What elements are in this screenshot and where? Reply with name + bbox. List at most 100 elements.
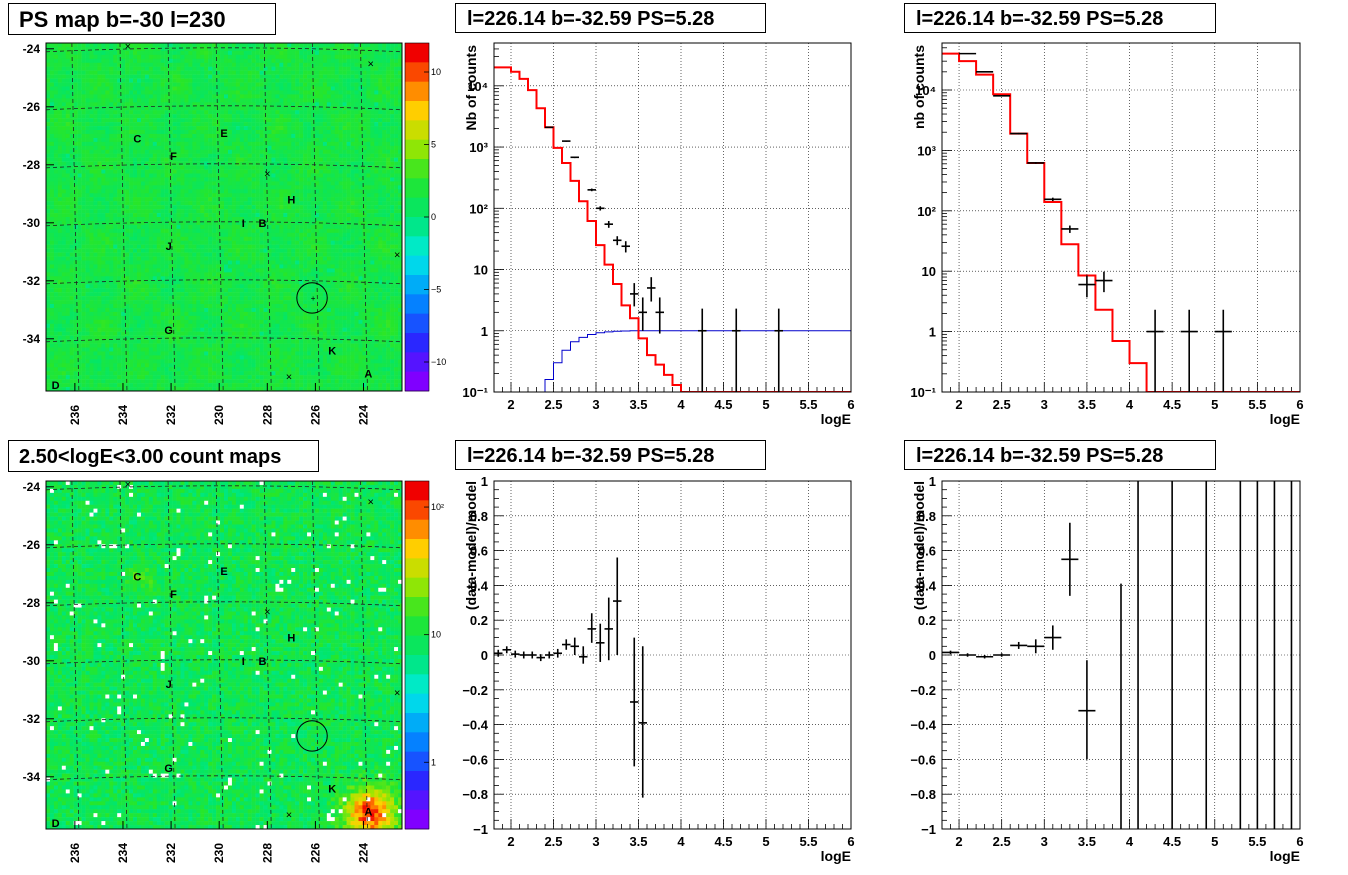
map-pixel: [386, 74, 391, 79]
map-pixel: [65, 201, 70, 206]
map-pixel: [152, 94, 158, 99]
map-pixel: [101, 70, 106, 75]
map-pixel: [247, 213, 252, 218]
map-pixel: [263, 169, 268, 174]
map-pixel: [65, 153, 70, 158]
map-pixel: [61, 133, 67, 139]
map-pixel: [291, 153, 296, 158]
map-pixel: [144, 209, 150, 214]
map-pixel: [390, 43, 395, 48]
map-pixel: [326, 193, 332, 198]
map-pixel: [299, 50, 304, 56]
map-pixel: [77, 133, 82, 139]
map-pixel: [299, 201, 304, 206]
map-pixel: [382, 165, 387, 170]
map-pixel: [180, 153, 185, 158]
map-pixel: [350, 169, 355, 174]
map-pixel: [235, 54, 241, 60]
map-pixel: [398, 220, 403, 226]
map-pixel: [61, 197, 67, 202]
map-pixel: [105, 260, 110, 265]
map-pixel: [144, 260, 150, 265]
map-pixel: [366, 209, 371, 214]
map-pixel: [259, 133, 264, 139]
map-pixel: [164, 114, 169, 119]
map-pixel: [239, 43, 245, 48]
map-pixel: [89, 217, 94, 222]
map-pixel: [81, 213, 86, 218]
map-pixel: [53, 58, 59, 64]
map-pixel: [350, 46, 355, 52]
map-pixel: [192, 153, 197, 158]
map-pixel: [307, 228, 312, 234]
map-pixel: [113, 153, 118, 158]
map-pixel: [160, 165, 165, 170]
map-pixel: [117, 236, 122, 241]
map-pixel: [85, 217, 90, 222]
map-pixel: [156, 161, 161, 166]
map-pixel: [271, 236, 276, 241]
map-pixel: [85, 205, 90, 210]
map-pixel: [251, 153, 256, 158]
map-pixel: [89, 185, 94, 190]
map-pixel: [77, 106, 82, 111]
map-pixel: [129, 177, 134, 182]
map-pixel: [366, 256, 371, 261]
map-pixel: [295, 157, 300, 162]
map-pixel: [180, 110, 185, 115]
map-pixel: [196, 43, 201, 48]
map-pixel: [299, 78, 304, 83]
map-pixel: [247, 66, 252, 71]
map-pixel: [133, 157, 138, 162]
map-pixel: [394, 217, 399, 222]
map-pixel: [350, 86, 355, 91]
map-pixel: [168, 94, 173, 99]
map-pixel: [299, 94, 304, 99]
map-pixel: [97, 224, 102, 230]
map-pixel: [69, 193, 74, 198]
map-pixel: [362, 126, 367, 131]
map-pixel: [105, 133, 110, 139]
map-pixel: [326, 82, 332, 87]
map-pixel: [93, 46, 98, 52]
map-pixel: [85, 137, 90, 143]
map-pixel: [46, 232, 51, 238]
map-pixel: [374, 161, 379, 166]
map-pixel: [247, 157, 252, 162]
map-pixel: [164, 173, 169, 178]
map-pixel: [350, 228, 355, 234]
map-pixel: [255, 62, 260, 67]
map-pixel: [318, 177, 324, 182]
map-pixel: [279, 130, 284, 135]
map-pixel: [46, 133, 51, 139]
map-pixel: [271, 173, 276, 178]
map-pixel: [160, 169, 165, 174]
map-pixel: [382, 240, 387, 245]
map-pixel: [299, 248, 304, 253]
map-pixel: [204, 98, 209, 103]
map-pixel: [69, 94, 74, 99]
map-pixel: [49, 137, 55, 143]
map-pixel: [378, 189, 383, 194]
map-pixel: [204, 232, 209, 238]
map-pixel: [136, 54, 142, 60]
map-pixel: [180, 86, 185, 91]
map-pixel: [322, 236, 328, 241]
map-pixel: [326, 145, 332, 151]
map-pixel: [188, 201, 193, 206]
map-pixel: [279, 54, 284, 60]
map-pixel: [140, 98, 146, 103]
map-pixel: [180, 169, 185, 174]
map-pixel: [255, 43, 260, 48]
map-pixel: [354, 66, 359, 71]
map-pixel: [144, 94, 150, 99]
map-pixel: [180, 209, 185, 214]
map-pixel: [362, 189, 367, 194]
map-pixel: [239, 244, 245, 249]
map-pixel: [271, 110, 276, 115]
map-pixel: [326, 213, 332, 218]
map-pixel: [291, 43, 296, 48]
map-pixel: [208, 43, 213, 48]
map-pixel: [61, 126, 67, 131]
map-pixel: [168, 74, 173, 79]
